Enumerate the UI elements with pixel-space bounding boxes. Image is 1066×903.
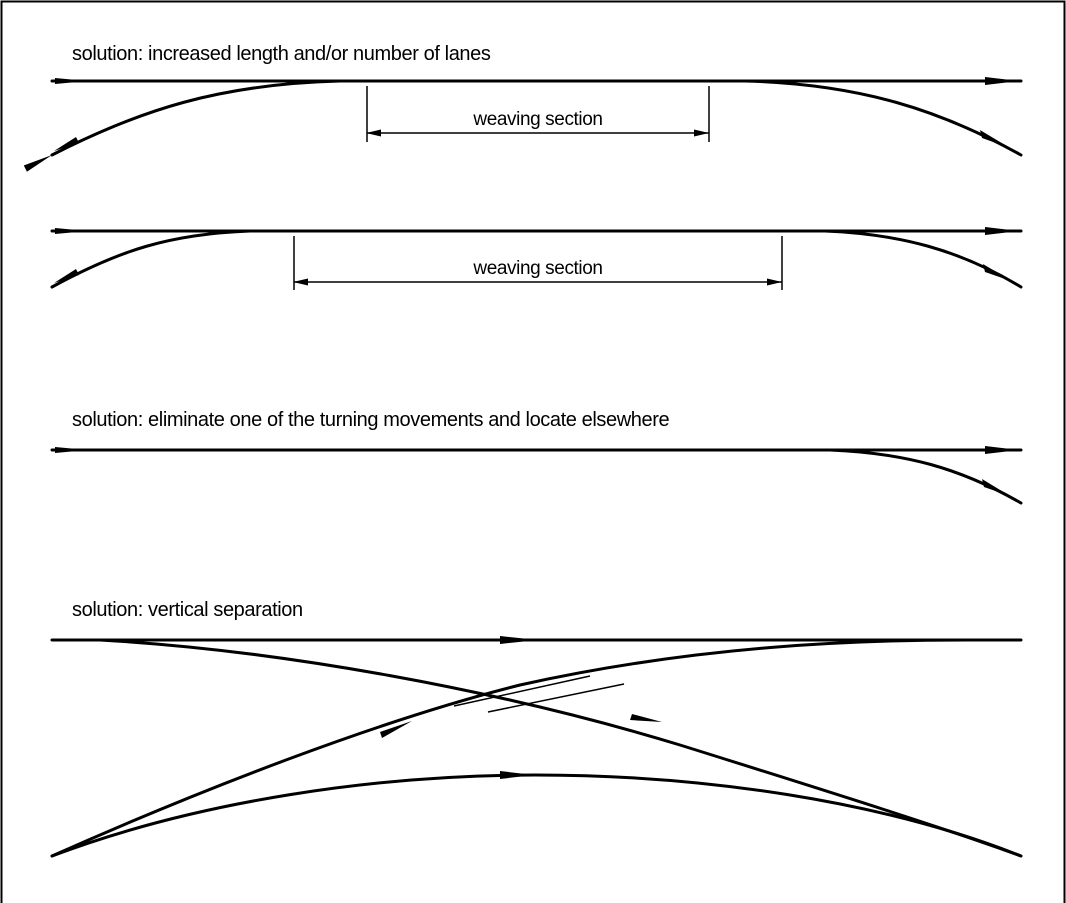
lower-route-arrow bbox=[500, 771, 534, 779]
mainline-entry-arrow bbox=[55, 447, 88, 453]
off-ramp-curve bbox=[743, 79, 1023, 157]
mainline-exit-arrow bbox=[985, 77, 1019, 85]
mainline-arrow bbox=[500, 636, 538, 644]
heading-vertical: solution: vertical separation bbox=[72, 599, 303, 621]
mainline-exit-arrow bbox=[985, 446, 1019, 454]
off-ramp-curve bbox=[823, 229, 1023, 289]
weaving-section-label: weaving section bbox=[472, 258, 602, 279]
weaving-layout-2: weaving section bbox=[50, 227, 1023, 290]
on-ramp-curve bbox=[23, 79, 342, 172]
lower-route-curve bbox=[50, 773, 1023, 858]
mainline-entry-arrow bbox=[55, 78, 88, 84]
merging-ramp-arrow bbox=[380, 721, 412, 738]
mainline-entry-arrow bbox=[55, 228, 88, 234]
diverging-ramp-curve bbox=[98, 638, 1023, 858]
weaving-section-label: weaving section bbox=[472, 109, 602, 130]
off-ramp-arrow bbox=[980, 130, 1010, 148]
heading-eliminate: solution: eliminate one of the turning m… bbox=[72, 409, 669, 431]
overpass-line-bottom bbox=[487, 683, 625, 713]
diverging-ramp-arrow bbox=[630, 714, 662, 722]
on-ramp-arrow bbox=[54, 269, 79, 283]
off-ramp-curve bbox=[828, 448, 1023, 505]
on-ramp-curve bbox=[50, 229, 252, 289]
off-ramp-arrow bbox=[983, 264, 1011, 281]
merging-ramp-curve bbox=[50, 638, 967, 858]
overpass-line-top bbox=[453, 675, 591, 707]
weaving-layout-1: weaving section bbox=[23, 77, 1023, 172]
eliminated-movement-layout bbox=[50, 446, 1023, 505]
mainline-exit-arrow bbox=[985, 227, 1019, 235]
on-ramp-arrow bbox=[54, 137, 79, 151]
off-ramp-arrow bbox=[982, 479, 1010, 496]
heading-lanes: solution: increased length and/or number… bbox=[72, 43, 491, 65]
vertical-separation-layout bbox=[50, 636, 1023, 858]
